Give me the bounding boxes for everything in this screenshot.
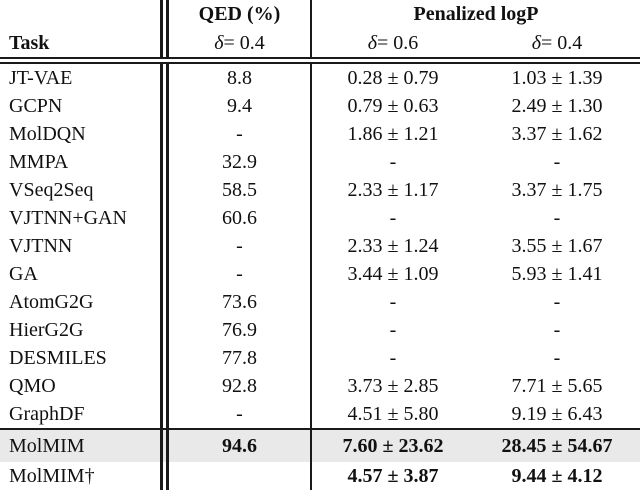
logp-06-value-cell: 3.73 ± 2.85 [347,374,439,397]
logp-06-value-cell: - [389,346,397,369]
logp-06-value-cell: 1.86 ± 1.21 [347,122,439,145]
table-row: DESMILES 77.8 - - [0,344,640,372]
logp-04-value-cell: - [553,318,561,341]
task-cell: HierG2G [9,318,84,341]
group-header-row: QED (%) Penalized logP [0,0,640,29]
task-cell: MolMIM [9,434,85,457]
qed-value-cell: - [160,120,312,148]
logp-04-value-cell: - [553,206,561,229]
table-body: JT-VAE 8.8 0.28 ± 0.79 1.03 ± 1.39 GCPN 9.4 0.… [0,64,640,490]
logp-04-value-cell: - [553,290,561,313]
logp-group-header: Penalized logP [413,3,539,25]
table-row: AtomG2G 73.6 - - [0,288,640,316]
task-cell: QMO [9,374,56,397]
logp-06-value-cell: 2.33 ± 1.24 [347,234,439,257]
task-cell: VSeq2Seq [9,178,94,201]
task-cell: JT-VAE [9,66,73,89]
task-cell: AtomG2G [9,290,94,313]
logp-06-value-cell: - [389,318,397,341]
qed-value-cell: 94.6 [160,430,312,462]
qed-group-header: QED (%) [160,0,312,29]
qed-value-cell: 8.8 [160,64,312,92]
logp-04-value-cell: 1.03 ± 1.39 [511,66,603,89]
table-header: QED (%) Penalized logP Task δ = 0.4 δ = … [0,0,640,64]
qed-value-cell: 9.4 [160,92,312,120]
logp-04-value-cell: 9.19 ± 6.43 [511,402,603,425]
header-spacer-cell [0,0,160,29]
task-column-header: Task [9,31,50,54]
task-cell: MolMIM† [9,464,95,487]
logp-06-value-cell: 3.44 ± 1.09 [347,262,439,285]
subheader-row: Task δ = 0.4 δ = 0.6 δ = 0.4 [0,29,640,57]
logp-06-value-cell: 0.28 ± 0.79 [347,66,439,89]
logp-06-value-cell: - [389,150,397,173]
qed-value-cell: 58.5 [160,176,312,204]
table-row: MolMIM 94.6 7.60 ± 23.62 28.45 ± 54.67 [0,428,640,462]
task-cell: DESMILES [9,346,107,369]
logp-04-value-cell: 3.37 ± 1.62 [511,122,603,145]
qed-value-cell: - [160,260,312,288]
qed-value-cell [160,462,312,490]
logp-delta-06-header: δ = 0.6 [367,31,419,54]
task-cell: GA [9,262,38,285]
table-row: QMO 92.8 3.73 ± 2.85 7.71 ± 5.65 [0,372,640,400]
logp-06-value-cell: - [389,290,397,313]
qed-value-cell: 77.8 [160,344,312,372]
table-row: MolMIM† 4.57 ± 3.87 9.44 ± 4.12 [0,462,640,490]
logp-04-value-cell: - [553,346,561,369]
logp-delta-04-header: δ = 0.4 [531,31,583,54]
logp-04-value-cell: 5.93 ± 1.41 [511,262,603,285]
task-cell: VJTNN [9,234,73,257]
table-row: GCPN 9.4 0.79 ± 0.63 2.49 ± 1.30 [0,92,640,120]
task-cell: MMPA [9,150,69,173]
table-row: MolDQN - 1.86 ± 1.21 3.37 ± 1.62 [0,120,640,148]
table-row: JT-VAE 8.8 0.28 ± 0.79 1.03 ± 1.39 [0,64,640,92]
qed-value-cell: - [160,400,312,428]
qed-value-cell: 76.9 [160,316,312,344]
logp-04-value-cell: 28.45 ± 54.67 [501,434,613,457]
logp-04-value-cell: 7.71 ± 5.65 [511,374,603,397]
qed-value-cell: 73.6 [160,288,312,316]
table-row: MMPA 32.9 - - [0,148,640,176]
table-row: VJTNN+GAN 60.6 - - [0,204,640,232]
logp-06-value-cell: 0.79 ± 0.63 [347,94,439,117]
table-row: VSeq2Seq 58.5 2.33 ± 1.17 3.37 ± 1.75 [0,176,640,204]
logp-06-value-cell: 7.60 ± 23.62 [342,434,444,457]
logp-04-value-cell: 3.55 ± 1.67 [511,234,603,257]
logp-06-value-cell: - [389,206,397,229]
task-cell: MolDQN [9,122,86,145]
qed-delta-header: δ = 0.4 [160,29,312,57]
task-cell: VJTNN+GAN [9,206,127,229]
qed-value-cell: 60.6 [160,204,312,232]
qed-value-cell: - [160,232,312,260]
logp-06-value-cell: 4.51 ± 5.80 [347,402,439,425]
logp-04-value-cell: 2.49 ± 1.30 [511,94,603,117]
logp-06-value-cell: 2.33 ± 1.17 [347,178,439,201]
logp-04-value-cell: 9.44 ± 4.12 [511,464,603,487]
table-row: GA - 3.44 ± 1.09 5.93 ± 1.41 [0,260,640,288]
logp-04-value-cell: 3.37 ± 1.75 [511,178,603,201]
qed-value-cell: 92.8 [160,372,312,400]
logp-04-value-cell: - [553,150,561,173]
table-row: VJTNN - 2.33 ± 1.24 3.55 ± 1.67 [0,232,640,260]
logp-06-value-cell: 4.57 ± 3.87 [347,464,439,487]
table-row: HierG2G 76.9 - - [0,316,640,344]
table-row: GraphDF - 4.51 ± 5.80 9.19 ± 6.43 [0,400,640,428]
task-cell: GraphDF [9,402,85,425]
qed-value-cell: 32.9 [160,148,312,176]
task-cell: GCPN [9,94,63,117]
